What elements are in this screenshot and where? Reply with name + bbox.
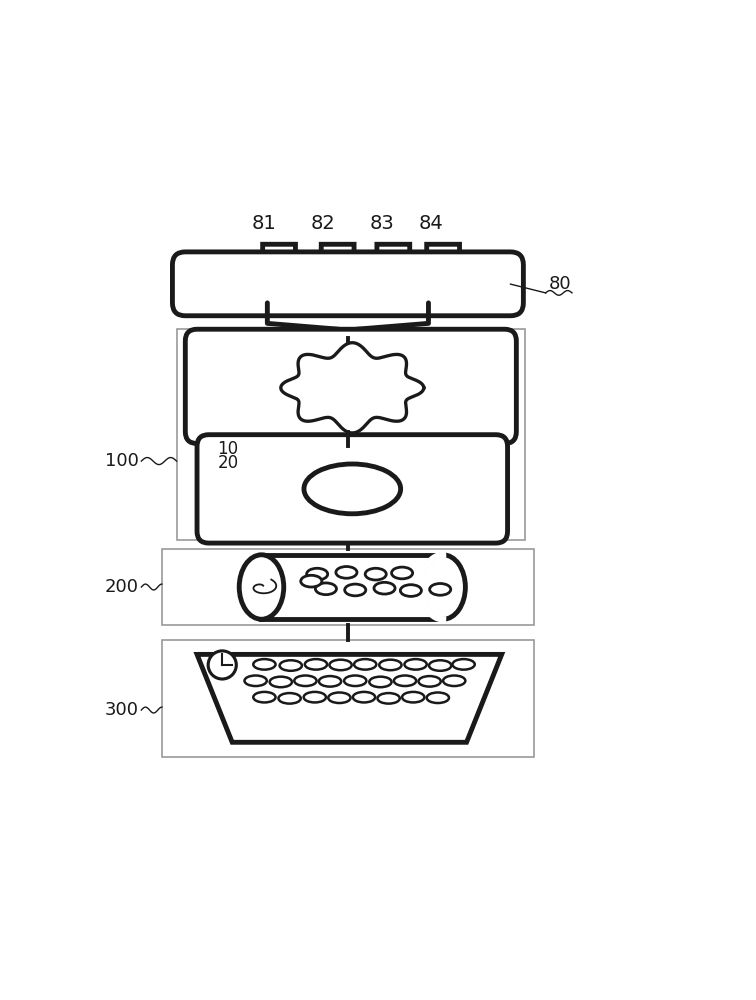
Ellipse shape	[419, 676, 441, 687]
Ellipse shape	[244, 675, 267, 686]
Text: 80: 80	[549, 275, 572, 293]
Ellipse shape	[304, 692, 326, 702]
FancyBboxPatch shape	[185, 329, 516, 443]
FancyBboxPatch shape	[172, 252, 523, 316]
Ellipse shape	[421, 555, 466, 619]
Bar	[262, 555, 443, 619]
Bar	[177, 329, 525, 540]
Ellipse shape	[345, 584, 366, 596]
FancyBboxPatch shape	[197, 435, 507, 543]
Ellipse shape	[394, 675, 416, 686]
Ellipse shape	[270, 677, 292, 687]
Ellipse shape	[377, 693, 400, 704]
Text: 300: 300	[104, 701, 138, 719]
Ellipse shape	[328, 692, 351, 703]
Ellipse shape	[344, 675, 367, 686]
Text: 83: 83	[369, 214, 394, 233]
Ellipse shape	[426, 692, 449, 703]
Text: 20: 20	[218, 454, 239, 472]
Ellipse shape	[374, 582, 395, 594]
Ellipse shape	[315, 583, 336, 595]
Circle shape	[208, 651, 237, 679]
Ellipse shape	[443, 675, 466, 686]
Ellipse shape	[301, 575, 322, 587]
Polygon shape	[251, 244, 307, 285]
Ellipse shape	[402, 692, 424, 702]
Ellipse shape	[353, 692, 375, 702]
Ellipse shape	[380, 660, 401, 670]
Ellipse shape	[294, 675, 317, 686]
Ellipse shape	[336, 567, 357, 578]
Text: 84: 84	[419, 214, 444, 233]
Ellipse shape	[304, 464, 401, 514]
Ellipse shape	[307, 568, 327, 580]
Ellipse shape	[354, 659, 376, 670]
Polygon shape	[365, 244, 421, 285]
Ellipse shape	[453, 659, 475, 670]
Text: 10: 10	[218, 440, 239, 458]
Ellipse shape	[429, 584, 451, 595]
Bar	[162, 640, 534, 757]
Ellipse shape	[369, 677, 392, 687]
Ellipse shape	[278, 693, 301, 704]
Ellipse shape	[239, 555, 284, 619]
Ellipse shape	[253, 659, 275, 670]
Ellipse shape	[392, 567, 413, 579]
Polygon shape	[415, 244, 471, 285]
Ellipse shape	[404, 659, 426, 670]
Ellipse shape	[280, 660, 302, 671]
Ellipse shape	[319, 676, 341, 687]
Text: 82: 82	[311, 214, 336, 233]
Text: 81: 81	[252, 214, 277, 233]
Ellipse shape	[330, 660, 352, 670]
Bar	[162, 549, 534, 625]
Ellipse shape	[305, 659, 327, 670]
Text: 100: 100	[104, 452, 138, 470]
Text: 200: 200	[104, 578, 138, 596]
Ellipse shape	[401, 585, 421, 596]
Ellipse shape	[429, 660, 451, 671]
Ellipse shape	[365, 568, 386, 580]
Ellipse shape	[253, 692, 275, 702]
Polygon shape	[309, 244, 366, 285]
